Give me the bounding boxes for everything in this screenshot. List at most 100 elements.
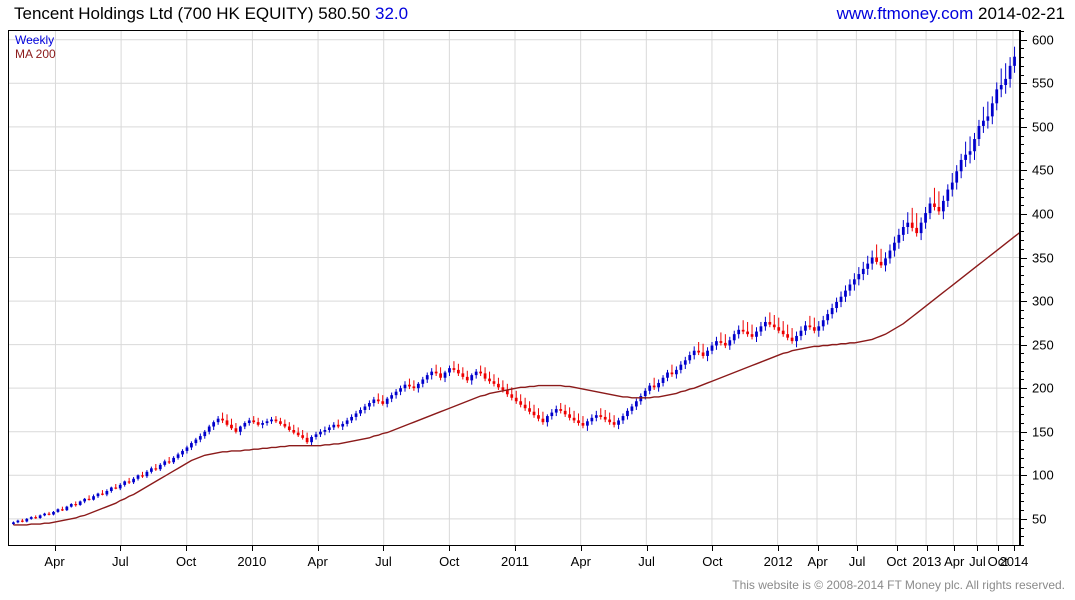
y-axis-label: 450 — [1032, 162, 1054, 178]
y-axis-minor-tick — [1020, 292, 1024, 294]
header-right: www.ftmoney.com 2014-02-21 — [837, 4, 1065, 24]
y-axis-minor-tick — [1020, 457, 1024, 459]
y-axis-minor-tick — [1020, 100, 1024, 102]
y-axis-minor-tick — [1020, 109, 1024, 111]
x-axis-label: Jul — [969, 554, 986, 569]
y-axis-minor-tick — [1020, 362, 1024, 364]
y-axis-minor-tick — [1020, 274, 1024, 276]
x-axis-tick — [580, 546, 582, 551]
x-axis: Apr Jul Oct 2010 Apr Jul Oct 2011 Apr Jul Oct 2012 A… — [8, 546, 1028, 576]
y-axis-minor-tick — [1020, 152, 1024, 154]
x-axis-tick — [120, 546, 122, 551]
chart-gridlines — [9, 31, 1019, 545]
y-axis-minor-tick — [1020, 379, 1024, 381]
x-axis-label: Oct — [439, 554, 460, 569]
y-axis-minor-tick — [1020, 144, 1024, 146]
x-axis-label: Apr — [570, 554, 591, 569]
y-axis-minor-tick — [1020, 309, 1024, 311]
y-axis-tick — [1020, 213, 1027, 215]
y-axis-minor-tick — [1020, 501, 1024, 503]
x-axis-label: Jul — [848, 554, 866, 569]
y-axis-minor-tick — [1020, 196, 1024, 198]
y-axis-label: 150 — [1032, 424, 1054, 440]
x-axis-label: Jul — [375, 554, 392, 569]
y-axis-minor-tick — [1020, 74, 1024, 76]
y-axis-label: 300 — [1032, 293, 1054, 309]
y-axis-tick — [1020, 83, 1027, 85]
x-axis-tick — [251, 546, 253, 551]
y-axis-tick — [1020, 39, 1027, 41]
x-axis-label: Oct — [987, 554, 1008, 569]
y-axis-label: 500 — [1032, 119, 1054, 135]
y-axis-minor-tick — [1020, 248, 1024, 250]
y-axis-minor-tick — [1020, 545, 1024, 546]
x-axis-label: Oct — [886, 554, 907, 569]
y-axis-label: 100 — [1032, 467, 1054, 483]
x-axis-label: Jul — [638, 554, 655, 569]
y-axis-tick — [1020, 257, 1027, 259]
x-axis-tick — [449, 546, 451, 551]
y-axis-minor-tick — [1020, 231, 1024, 233]
y-axis-minor-tick — [1020, 370, 1024, 372]
y-axis-tick — [1020, 388, 1027, 390]
y-axis-minor-tick — [1020, 492, 1024, 494]
y-axis-minor-tick — [1020, 327, 1024, 329]
x-axis-tick — [383, 546, 385, 551]
x-axis-label: Apr — [307, 554, 328, 569]
x-axis-label: 2013 — [912, 554, 942, 569]
y-axis-tick — [1020, 301, 1027, 303]
x-axis-label: 2012 — [763, 554, 793, 569]
x-axis-label: 2014 — [999, 554, 1029, 569]
y-axis-minor-tick — [1020, 161, 1024, 163]
y-axis-tick — [1020, 475, 1027, 477]
y-axis-label: 200 — [1032, 380, 1054, 396]
x-axis-label: 2011 — [501, 554, 529, 569]
y-axis-minor-tick — [1020, 510, 1024, 512]
y-axis-minor-tick — [1020, 318, 1024, 320]
y-axis-label: 250 — [1032, 337, 1054, 353]
x-axis-tick — [817, 546, 819, 551]
y-axis-minor-tick — [1020, 414, 1024, 416]
x-axis-tick — [646, 546, 648, 551]
footer-copyright: This website is © 2008-2014 FT Money plc… — [732, 578, 1065, 592]
page-title: Tencent Holdings Ltd (700 HK EQUITY) 580… — [14, 4, 408, 24]
x-axis-tick — [997, 546, 999, 551]
y-axis-minor-tick — [1020, 118, 1024, 120]
chart-legend: Weekly MA 200 — [15, 33, 56, 61]
y-axis-minor-tick — [1020, 440, 1024, 442]
price-change: 32.0 — [374, 4, 409, 23]
y-axis-tick — [1020, 170, 1027, 172]
x-axis-tick — [317, 546, 319, 551]
y-axis-minor-tick — [1020, 135, 1024, 137]
x-axis-tick — [977, 546, 979, 551]
y-axis-tick — [1020, 431, 1027, 433]
x-axis-tick — [896, 546, 898, 551]
x-axis-tick — [712, 546, 714, 551]
legend-item-ma200: MA 200 — [15, 47, 56, 61]
y-axis-minor-tick — [1020, 283, 1024, 285]
y-axis-minor-tick — [1020, 466, 1024, 468]
chart-plot-area[interactable]: Weekly MA 200 — [8, 30, 1020, 546]
x-axis-label: Apr — [944, 554, 965, 569]
y-axis-minor-tick — [1020, 187, 1024, 189]
x-axis-label: 2010 — [237, 554, 267, 569]
y-axis-minor-tick — [1020, 484, 1024, 486]
y-axis-label: 400 — [1032, 206, 1054, 222]
y-axis-minor-tick — [1020, 423, 1024, 425]
x-axis-tick — [186, 546, 188, 551]
y-axis-minor-tick — [1020, 205, 1024, 207]
site-link[interactable]: www.ftmoney.com — [836, 4, 974, 23]
chart-header: Tencent Holdings Ltd (700 HK EQUITY) 580… — [0, 0, 1075, 30]
y-axis-minor-tick — [1020, 266, 1024, 268]
y-axis-minor-tick — [1020, 396, 1024, 398]
y-axis-label: 50 — [1032, 511, 1047, 527]
y-axis-minor-tick — [1020, 48, 1024, 50]
y-axis-minor-tick — [1020, 449, 1024, 451]
y-axis-label: 550 — [1032, 75, 1054, 91]
x-axis-label: Apr — [807, 554, 828, 569]
x-axis-label: Jul — [112, 554, 129, 569]
instrument-title: Tencent Holdings Ltd (700 HK EQUITY) 580… — [14, 4, 371, 23]
x-axis-tick — [1013, 546, 1015, 551]
x-axis-tick — [515, 546, 516, 551]
y-axis-minor-tick — [1020, 335, 1024, 337]
